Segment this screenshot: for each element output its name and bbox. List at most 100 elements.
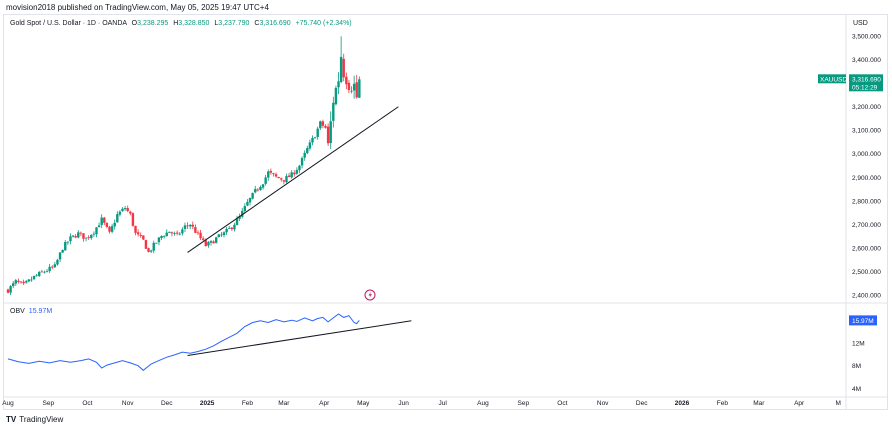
time-tick-label: Jul	[438, 400, 447, 407]
candle-body	[149, 250, 153, 252]
time-tick-label: Mar	[278, 400, 290, 407]
candle-body	[272, 173, 275, 175]
candle-body	[139, 234, 142, 236]
candle-body	[17, 280, 20, 282]
candle-body	[45, 270, 49, 272]
price-tick-label: 2,500.000	[852, 269, 881, 276]
candle-body	[267, 171, 270, 178]
candle-body	[71, 235, 75, 237]
candle-body	[69, 236, 72, 242]
candle-body	[345, 76, 348, 85]
obv-legend: OBV 15.97M	[10, 308, 52, 315]
candle-body	[178, 233, 181, 235]
candle-body	[259, 186, 262, 191]
candle-body	[251, 192, 254, 199]
candle-body	[243, 206, 247, 212]
candle-body	[332, 102, 335, 121]
candle-body	[168, 231, 171, 233]
candle-body	[121, 208, 124, 212]
candle-body	[87, 237, 90, 238]
candle-body	[220, 234, 223, 236]
obv-tag-bg	[849, 315, 877, 326]
price-tick-label: 3,500.000	[852, 34, 881, 41]
price-tick-label: 2,400.000	[852, 292, 881, 299]
brand-name: TradingView	[19, 415, 64, 424]
candle-body	[25, 281, 28, 283]
candle-body	[84, 237, 88, 239]
candle-body	[238, 216, 241, 219]
high-value: 3,328.850	[178, 20, 210, 27]
candle-body	[225, 228, 228, 233]
candle-body	[241, 210, 244, 217]
lightning-icon[interactable]	[364, 289, 376, 301]
time-tick-label: Jun	[398, 400, 409, 407]
candle-body	[108, 226, 111, 232]
obv-value: 15.97M	[28, 308, 53, 315]
candle-body	[228, 227, 231, 229]
obv-label[interactable]: OBV	[10, 308, 25, 315]
candle-body	[175, 232, 179, 234]
candle-body	[58, 252, 62, 260]
candle-body	[222, 232, 226, 236]
candle-body	[261, 184, 265, 188]
candle-body	[256, 189, 260, 191]
price-tick-label: 2,800.000	[852, 198, 881, 205]
time-tick-label: 2026	[675, 400, 690, 407]
candle-body	[110, 226, 114, 232]
candle-body	[355, 82, 358, 98]
candle-body	[53, 264, 57, 268]
candle-body	[131, 213, 135, 226]
candle-body	[9, 286, 12, 293]
candle-body	[183, 225, 187, 229]
candle-body	[201, 238, 205, 240]
candle-body	[134, 225, 137, 233]
candle-body	[77, 232, 80, 238]
candle-body	[6, 289, 10, 293]
symbol-tag-bg	[818, 74, 846, 84]
candle-body	[207, 242, 210, 246]
candle-body	[51, 266, 54, 268]
symbol-tag-text: XAUUSD	[820, 76, 847, 83]
candle-body	[12, 283, 15, 287]
time-tick-label: Oct	[557, 400, 567, 407]
candle-body	[316, 128, 319, 137]
high-label: H	[173, 20, 179, 27]
candle-body	[329, 121, 332, 144]
candle-body	[339, 56, 343, 82]
time-tick-label: M	[835, 400, 840, 407]
candle-body	[287, 175, 291, 177]
time-tick-label: Sep	[43, 400, 55, 407]
obv-tag-value: 15.97M	[852, 318, 874, 325]
obv-line	[7, 313, 360, 371]
candle-body	[324, 125, 327, 128]
candle-body	[35, 275, 38, 277]
candle-body	[308, 142, 312, 149]
candle-body	[56, 259, 59, 265]
time-tick-label: May	[357, 400, 370, 407]
candle-body	[233, 224, 236, 230]
symbol-title[interactable]: Gold Spot / U.S. Dollar · 1D · OANDA	[10, 20, 127, 27]
candle-body	[264, 177, 267, 184]
candle-body	[170, 232, 174, 234]
candle-body	[142, 235, 145, 240]
candle-body	[204, 240, 207, 246]
candle-body	[295, 169, 299, 174]
candle-body	[82, 233, 85, 239]
candle-body	[173, 232, 176, 234]
candle-body	[290, 172, 293, 178]
candle-body	[212, 241, 215, 244]
lightning-icon-bolt	[368, 291, 372, 299]
candle-body	[64, 242, 67, 251]
candle-body	[306, 148, 309, 154]
candle-body	[277, 176, 280, 179]
candle-body	[95, 227, 98, 235]
currency-label[interactable]: USD	[853, 20, 868, 27]
candle-body	[350, 90, 353, 92]
candle-body	[285, 176, 288, 183]
candle-body	[235, 218, 239, 226]
candle-body	[246, 201, 249, 206]
price-legend: Gold Spot / U.S. Dollar · 1D · OANDA O3,…	[10, 20, 352, 27]
candle-body	[144, 240, 148, 249]
candle-body	[254, 189, 257, 193]
